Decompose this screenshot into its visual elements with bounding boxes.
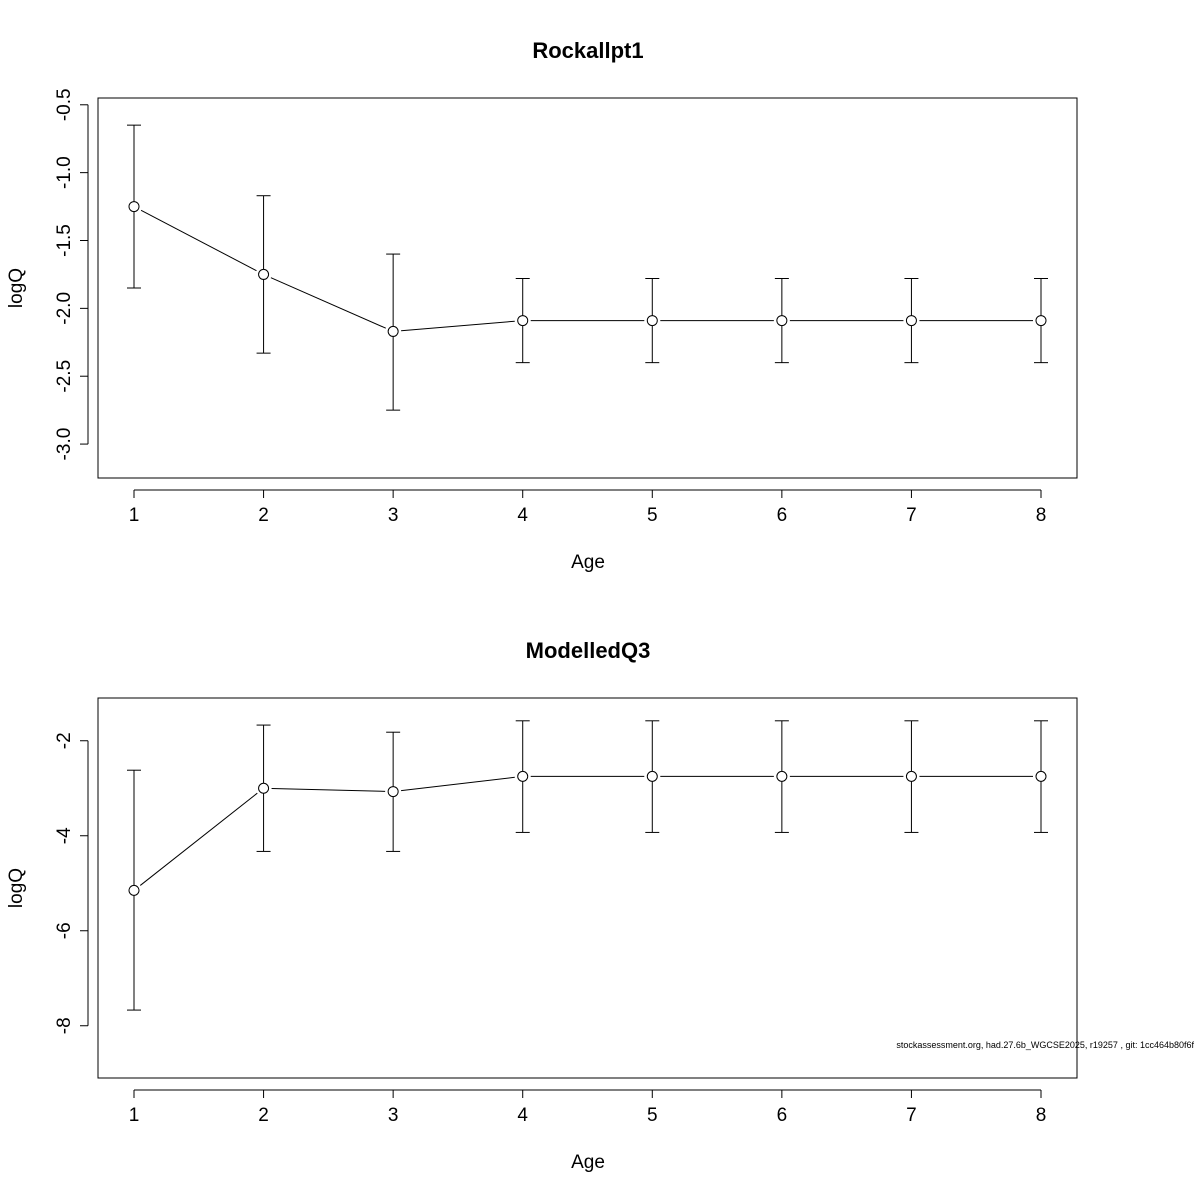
data-point: [905, 770, 917, 782]
x-axis: 1 2 3 4 5 6 7 8: [129, 489, 1047, 526]
data-point: [258, 782, 270, 794]
plot-frame: [97, 697, 1078, 1079]
x-tick-label: 3: [388, 1105, 399, 1126]
footnote: stockassessment.org, had.27.6b_WGCSE2025…: [896, 1040, 1194, 1050]
chart-title: ModelledQ3: [526, 638, 651, 663]
data-point: [646, 315, 658, 327]
y-axis-label: logQ: [6, 268, 27, 308]
x-tick-label: 4: [517, 505, 528, 526]
x-tick-label: 2: [258, 505, 269, 526]
y-tick-label: -4: [54, 827, 75, 844]
data-point: [387, 786, 399, 798]
x-tick-label: 2: [258, 1105, 269, 1126]
x-tick-label: 1: [129, 1105, 140, 1126]
data-point: [387, 325, 399, 337]
plot-frame: [97, 97, 1078, 479]
y-tick-label: -8: [54, 1017, 75, 1034]
series-line-segment: [140, 209, 257, 272]
series-line-segment: [401, 320, 515, 332]
y-tick-label: -3.0: [54, 428, 75, 461]
data-marks: [127, 720, 1048, 1011]
y-axis-label: logQ: [6, 868, 27, 908]
series-line-segment: [401, 776, 515, 792]
data-point: [517, 770, 529, 782]
data-point: [258, 268, 270, 280]
x-tick-label: 7: [906, 505, 917, 526]
y-tick-label: -1.5: [54, 224, 75, 257]
x-tick-label: 1: [129, 505, 140, 526]
data-point: [646, 770, 658, 782]
data-point: [128, 201, 140, 213]
panel-modelledq3: ModelledQ3 Age logQ 1 2 3 4 5 6 7 8 -2 -4 -6 -8: [6, 638, 1078, 1173]
x-tick-label: 6: [777, 1105, 788, 1126]
y-tick-label: -2.0: [54, 292, 75, 325]
x-axis-label: Age: [571, 552, 605, 573]
data-point: [1035, 770, 1047, 782]
x-tick-label: 3: [388, 505, 399, 526]
x-tick-label: 4: [517, 1105, 528, 1126]
series-line-segment: [271, 787, 386, 792]
x-axis-label: Age: [571, 1152, 605, 1173]
series-line-segment: [139, 792, 258, 886]
panel-rockallpt1: Rockallpt1 Age logQ 1 2 3 4 5 6 7 8 -0.5 -1.0 -1.…: [6, 38, 1078, 573]
data-marks: [127, 124, 1048, 411]
y-axis: -2 -4 -6 -8: [54, 732, 89, 1034]
x-tick-label: 7: [906, 1105, 917, 1126]
x-axis: 1 2 3 4 5 6 7 8: [129, 1089, 1047, 1126]
x-tick-label: 8: [1036, 505, 1047, 526]
data-point: [776, 770, 788, 782]
x-tick-label: 8: [1036, 1105, 1047, 1126]
y-tick-label: -0.5: [54, 88, 75, 121]
x-tick-label: 6: [777, 505, 788, 526]
x-tick-label: 5: [647, 505, 658, 526]
data-point: [1035, 315, 1047, 327]
x-tick-label: 5: [647, 1105, 658, 1126]
y-tick-label: -2: [54, 732, 75, 749]
chart-title: Rockallpt1: [532, 38, 643, 63]
y-axis: -0.5 -1.0 -1.5 -2.0 -2.5 -3.0: [54, 88, 89, 461]
y-tick-label: -2.5: [54, 360, 75, 393]
data-point: [128, 884, 140, 896]
y-tick-label: -6: [54, 922, 75, 939]
data-point: [776, 315, 788, 327]
data-point: [517, 315, 529, 327]
series-line-segment: [270, 277, 387, 329]
data-point: [905, 315, 917, 327]
y-tick-label: -1.0: [54, 156, 75, 189]
